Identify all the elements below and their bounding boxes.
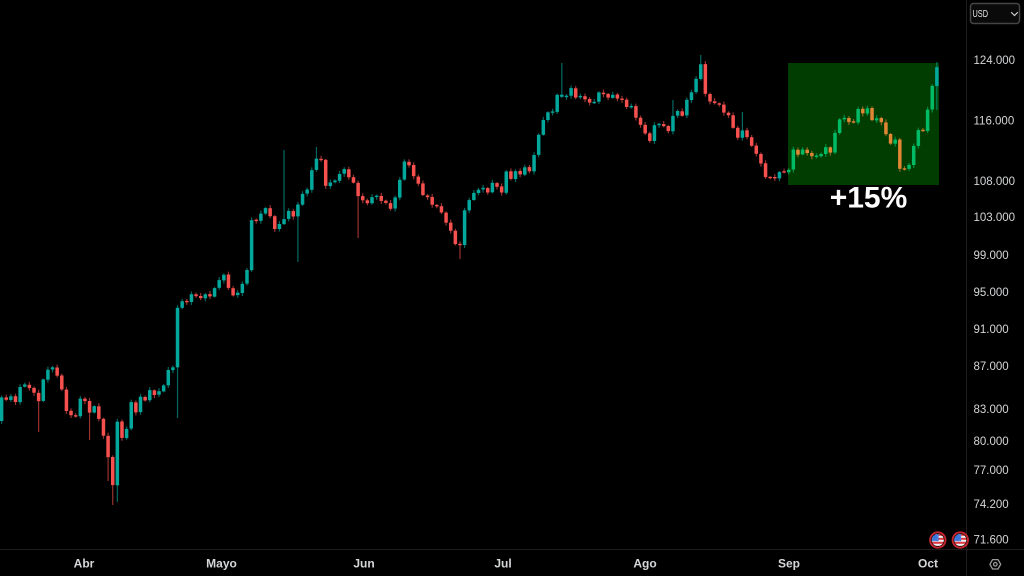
svg-text:74.200: 74.200 bbox=[974, 499, 1009, 511]
svg-text:Abr: Abr bbox=[74, 557, 95, 571]
svg-text:Sep: Sep bbox=[778, 557, 800, 571]
svg-text:99.000: 99.000 bbox=[974, 250, 1009, 262]
svg-text:+15%: +15% bbox=[830, 182, 908, 215]
svg-text:80.000: 80.000 bbox=[974, 436, 1009, 448]
svg-text:108.000: 108.000 bbox=[974, 176, 1016, 188]
svg-text:83.000: 83.000 bbox=[974, 404, 1009, 416]
svg-text:Jul: Jul bbox=[494, 557, 511, 571]
svg-text:Jun: Jun bbox=[353, 557, 374, 571]
svg-text:Ago: Ago bbox=[633, 557, 656, 571]
svg-text:91.000: 91.000 bbox=[974, 324, 1009, 336]
svg-text:87.000: 87.000 bbox=[974, 361, 1009, 373]
svg-text:95.000: 95.000 bbox=[974, 287, 1009, 299]
svg-text:Mayo: Mayo bbox=[206, 557, 237, 571]
svg-text:USD: USD bbox=[973, 9, 989, 20]
svg-text:71.600: 71.600 bbox=[974, 535, 1009, 547]
svg-text:116.000: 116.000 bbox=[974, 116, 1015, 128]
svg-text:103.000: 103.000 bbox=[974, 212, 1016, 224]
svg-text:Oct: Oct bbox=[918, 557, 938, 571]
svg-text:124.000: 124.000 bbox=[974, 55, 1016, 67]
svg-text:77.000: 77.000 bbox=[974, 465, 1009, 477]
